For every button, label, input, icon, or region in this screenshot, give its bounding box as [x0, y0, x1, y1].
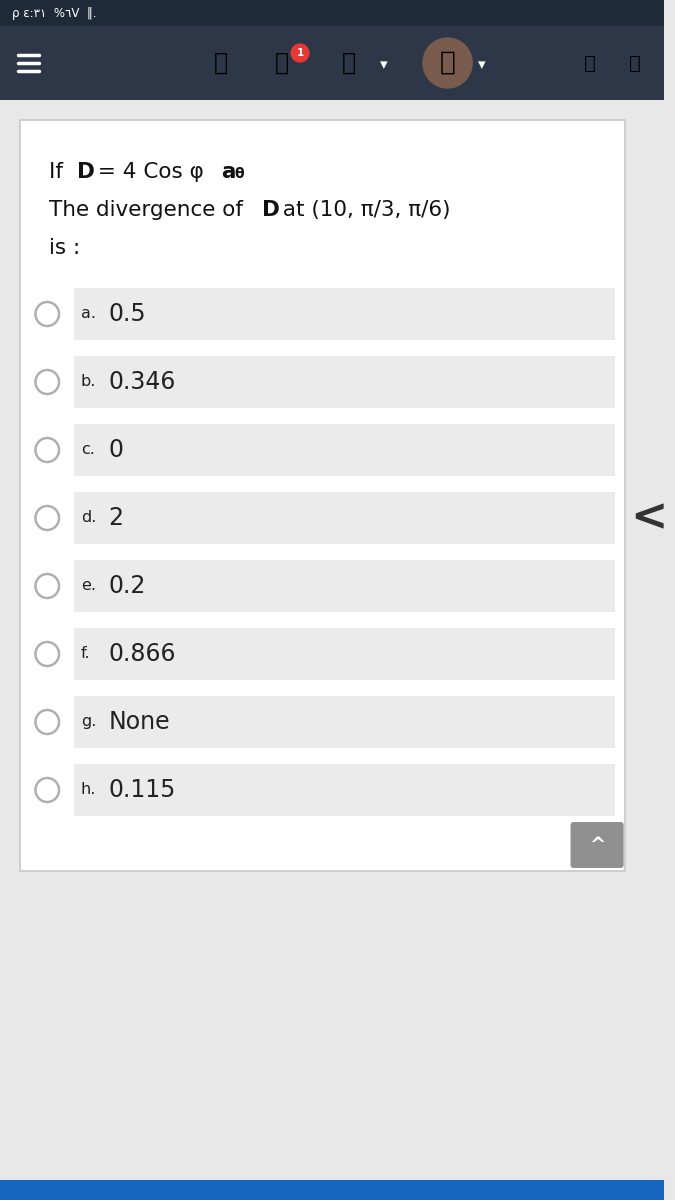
- Text: f.: f.: [80, 646, 90, 661]
- Circle shape: [35, 302, 59, 326]
- Text: 🔔: 🔔: [214, 50, 228, 74]
- Text: h.: h.: [80, 782, 96, 797]
- FancyBboxPatch shape: [74, 628, 615, 680]
- FancyBboxPatch shape: [74, 288, 615, 340]
- FancyBboxPatch shape: [0, 1180, 664, 1200]
- Text: θ: θ: [234, 167, 244, 181]
- Text: 0: 0: [108, 438, 124, 462]
- FancyBboxPatch shape: [74, 492, 615, 544]
- Circle shape: [35, 370, 59, 394]
- Circle shape: [291, 44, 309, 62]
- Text: 💬: 💬: [275, 50, 290, 74]
- Circle shape: [423, 38, 472, 88]
- FancyBboxPatch shape: [74, 356, 615, 408]
- Text: is :: is :: [49, 238, 80, 258]
- Text: 0.866: 0.866: [108, 642, 176, 666]
- Text: 0.2: 0.2: [108, 574, 146, 598]
- Circle shape: [35, 506, 59, 530]
- Circle shape: [35, 778, 59, 802]
- Text: 0.115: 0.115: [108, 778, 176, 802]
- Text: 2: 2: [108, 506, 124, 530]
- Text: None: None: [108, 710, 170, 734]
- FancyBboxPatch shape: [0, 26, 664, 100]
- FancyBboxPatch shape: [74, 764, 615, 816]
- Text: 🔒: 🔒: [585, 54, 596, 72]
- FancyBboxPatch shape: [74, 424, 615, 476]
- Text: 0.346: 0.346: [108, 370, 176, 394]
- Text: g.: g.: [80, 714, 96, 728]
- FancyBboxPatch shape: [74, 696, 615, 748]
- Text: ▾: ▾: [380, 58, 387, 72]
- FancyBboxPatch shape: [570, 822, 624, 868]
- Text: at (10, π/3, π/6): at (10, π/3, π/6): [276, 200, 451, 220]
- Text: a: a: [221, 162, 236, 182]
- Text: ▾: ▾: [478, 58, 486, 72]
- Text: ^: ^: [589, 835, 605, 854]
- FancyBboxPatch shape: [74, 560, 615, 612]
- Text: = 4 Cos φ: = 4 Cos φ: [92, 162, 211, 182]
- Circle shape: [35, 710, 59, 734]
- Text: b.: b.: [80, 374, 96, 389]
- FancyBboxPatch shape: [20, 120, 624, 871]
- Circle shape: [35, 574, 59, 598]
- Text: 🖼: 🖼: [628, 54, 641, 72]
- Text: <: <: [630, 497, 668, 540]
- Text: c.: c.: [80, 442, 95, 457]
- Circle shape: [35, 438, 59, 462]
- Text: 0.5: 0.5: [108, 302, 146, 326]
- Text: ρ ε:٣١  %٦V  ‖.: ρ ε:٣١ %٦V ‖.: [11, 7, 97, 20]
- Text: D: D: [262, 200, 279, 220]
- Text: a.: a.: [80, 306, 96, 320]
- Text: 👤: 👤: [439, 50, 456, 76]
- FancyBboxPatch shape: [0, 0, 664, 26]
- Text: D: D: [77, 162, 95, 182]
- Text: If: If: [49, 162, 77, 182]
- Text: 🌐: 🌐: [342, 50, 356, 74]
- Circle shape: [35, 642, 59, 666]
- Text: d.: d.: [80, 510, 96, 526]
- Text: The divergence of: The divergence of: [49, 200, 250, 220]
- Text: e.: e.: [80, 578, 96, 593]
- Text: 1: 1: [296, 48, 304, 58]
